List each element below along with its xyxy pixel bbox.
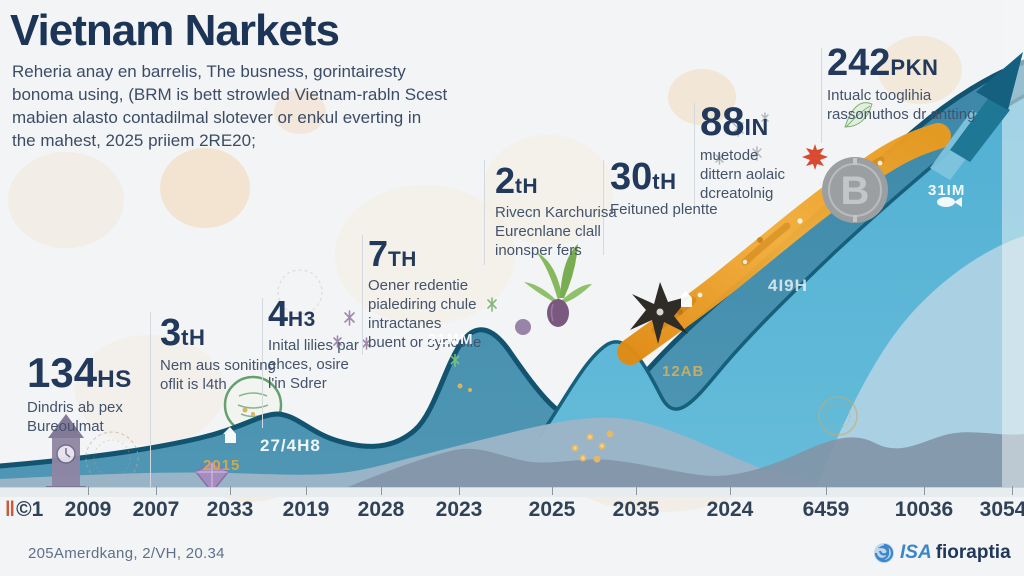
pale-dome xyxy=(815,236,1024,490)
brand-prefix: ISA xyxy=(900,542,932,563)
axis-tick xyxy=(306,486,307,495)
divider xyxy=(821,48,822,143)
axis-label-3: 2033 xyxy=(206,498,254,521)
axis-tick xyxy=(230,486,231,495)
milestone-suffix: tH xyxy=(515,175,539,198)
milestone-7th: 7TH Oener redentie pialediring chule int… xyxy=(368,236,481,352)
milestone-desc: Inital lilies par ehces, osire l'in Sdre… xyxy=(268,337,359,392)
divider xyxy=(362,235,363,355)
leaf-sketch-icon xyxy=(844,102,873,128)
plant-icon xyxy=(524,244,592,327)
milestone-value: 242 xyxy=(827,42,891,84)
milestone-suffix: PKN xyxy=(890,55,939,80)
gold-seal-icon xyxy=(818,396,858,436)
milestone-2th: 2tH Rivecn Karchurisa Eurecnlane clall i… xyxy=(495,163,617,260)
axis-label-0: ‖©1 xyxy=(5,498,44,522)
milestone-value: 4 xyxy=(268,293,289,334)
rose-logo-icon xyxy=(874,543,894,563)
milestone-value: 88 xyxy=(700,100,745,144)
milestone-value: 3 xyxy=(160,312,182,354)
axis-tick xyxy=(826,486,827,495)
divider xyxy=(694,103,695,213)
axis-label-4: 2019 xyxy=(282,498,330,521)
wave-sparkle xyxy=(450,354,460,367)
milestone-3th: 3tH Nem aus soniting oflit is l4th xyxy=(160,314,276,394)
axis-label-11: 10036 xyxy=(894,498,954,521)
axis-label-2: 2007 xyxy=(132,498,180,521)
axis-label-text: ©1 xyxy=(16,498,44,521)
axis-label-12: 3054 xyxy=(979,498,1024,521)
milestone-suffix: tH xyxy=(181,325,206,350)
wave-label-2015: 2015 xyxy=(203,457,241,474)
brand-name: fioraptia xyxy=(935,542,1011,563)
growth-arrow-icon xyxy=(930,52,1023,180)
milestone-suffix: tH xyxy=(652,169,677,194)
wave-label-274h8: 27/4H8 xyxy=(260,436,321,455)
starburst-icon xyxy=(802,144,828,170)
milestone-suffix: H3 xyxy=(288,308,316,331)
axis-tick xyxy=(459,486,460,495)
axis-tick xyxy=(636,486,637,495)
milestone-desc: Oener redentie pialediring chule intract… xyxy=(368,277,482,351)
axis-tick xyxy=(924,486,925,495)
brand-logo: ISA fioraptia xyxy=(872,541,1011,565)
sketch-wreath-icon xyxy=(85,269,323,485)
milestone-desc: Nem aus soniting oflit is l4th xyxy=(160,357,276,393)
bitcoin-icon: B xyxy=(822,157,888,223)
milestone-suffix: IN xyxy=(744,114,769,140)
axis-tick xyxy=(1012,486,1013,495)
milestone-desc: Dindris ab pex Bureoulmat xyxy=(27,399,123,435)
milestone-30th: 30tH Feituned plentte xyxy=(610,158,718,219)
wave-label-21mm: 21MM xyxy=(428,331,474,348)
axis-tick xyxy=(88,486,89,495)
wave-label-31im: 31IM xyxy=(928,182,966,199)
mountain-silhouette xyxy=(340,432,1024,490)
axis-label-1: 2009 xyxy=(64,498,112,521)
milestone-value: 30 xyxy=(610,156,653,198)
axis-tick xyxy=(381,486,382,495)
footer-note: 205Amerdkang, 2/VH, 20.34 xyxy=(28,545,225,562)
milestone-value: 7 xyxy=(368,233,389,274)
milestone-88in: 88IN muetode dittern aolaic dcreatolnig xyxy=(700,102,785,203)
axis-red-icon: ‖ xyxy=(4,498,16,521)
milestone-4h3: 4H3 Inital lilies par ehces, osire l'in … xyxy=(268,296,359,393)
purple-splotch xyxy=(515,319,531,335)
milestone-134hs: 134HS Dindris ab pex Bureoulmat xyxy=(27,352,132,436)
doodle-sparkles xyxy=(333,112,769,350)
wave-label-12ab: 12AB xyxy=(662,363,705,380)
milestone-desc: Feituned plentte xyxy=(610,201,718,218)
right-fade-strip xyxy=(1002,0,1024,490)
star-anise-icon xyxy=(630,282,690,344)
axis-tick xyxy=(156,486,157,495)
milestone-value: 134 xyxy=(27,349,98,396)
page-title: Vietnam Narkets xyxy=(10,6,340,55)
wave-label-4i9h: 4I9H xyxy=(768,276,808,295)
divider xyxy=(150,312,151,490)
svg-text:B: B xyxy=(841,169,870,213)
axis-tick xyxy=(730,486,731,495)
axis-label-7: 2025 xyxy=(528,498,576,521)
milestone-desc: Rivecn Karchurisa Eurecnlane clall inons… xyxy=(495,204,617,259)
axis-band xyxy=(0,487,1024,497)
divider xyxy=(603,160,604,255)
gold-flowers xyxy=(242,383,614,463)
axis-label-10: 6459 xyxy=(802,498,850,521)
milestone-value: 2 xyxy=(495,160,516,201)
fish-icon xyxy=(937,197,962,207)
intro-paragraph: Reheria anay en barrelis, The busness, g… xyxy=(12,62,448,150)
axis-label-6: 2023 xyxy=(435,498,483,521)
milestone-suffix: TH xyxy=(388,248,417,271)
divider xyxy=(262,298,263,428)
axis-label-8: 2035 xyxy=(612,498,660,521)
axis-tick xyxy=(552,486,553,495)
milestone-242pkn: 242PKN Intualc tooglihia rassonuthos dr … xyxy=(827,44,975,124)
house-markers xyxy=(223,291,692,443)
milestone-desc: muetode dittern aolaic dcreatolnig xyxy=(700,147,786,202)
milestone-suffix: HS xyxy=(97,366,132,393)
axis-label-9: 2024 xyxy=(706,498,754,521)
divider xyxy=(484,160,485,265)
axis-label-5: 2028 xyxy=(357,498,405,521)
milestone-desc: Intualc tooglihia rassonuthos dr antting xyxy=(827,87,976,123)
